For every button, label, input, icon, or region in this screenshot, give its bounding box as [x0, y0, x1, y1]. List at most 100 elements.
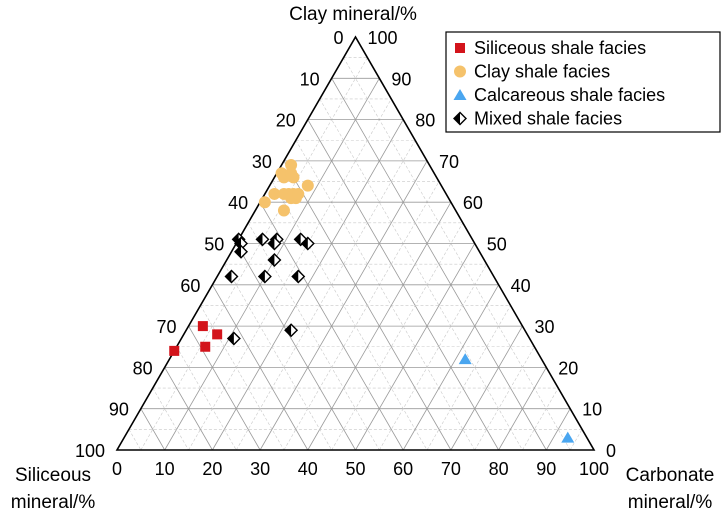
tick-label-bottom: 20 — [202, 459, 222, 479]
legend: Siliceous shale facies Clay shale facies C… — [445, 31, 721, 133]
point-siliceous — [197, 321, 208, 332]
tick-label-left: 90 — [109, 400, 129, 420]
grid-line-siliceous — [164, 367, 213, 451]
series-circle — [258, 159, 314, 217]
tick-label-left: 80 — [133, 358, 153, 378]
grid-line-carbonate — [402, 284, 499, 451]
point-clay — [268, 187, 281, 200]
grid-line-siliceous — [235, 243, 356, 451]
grid-line-siliceous — [128, 429, 142, 451]
grid-line-carbonate — [283, 181, 440, 451]
carbonate-axis-title-line1: Carbonate — [626, 465, 715, 486]
grid-line-siliceous — [140, 408, 166, 451]
point-mixed — [453, 111, 467, 126]
grid-line-carbonate — [545, 408, 571, 451]
tick-label-right: 10 — [582, 400, 602, 420]
point-calcareous — [453, 89, 467, 100]
legend-box — [445, 31, 721, 133]
tick-label-right: 0 — [606, 441, 616, 461]
tick-label-right: 90 — [391, 69, 411, 89]
tick-label-bottom: 100 — [579, 459, 609, 479]
grid-line-carbonate — [498, 367, 547, 451]
tick-label-bottom: 90 — [536, 459, 556, 479]
point-siliceous — [169, 345, 180, 356]
point-clay — [287, 171, 300, 184]
tick-label-bottom: 60 — [393, 459, 413, 479]
tick-label-bottom: 80 — [489, 459, 509, 479]
tick-label-bottom: 40 — [298, 459, 318, 479]
clay-axis-title: Clay mineral/% — [289, 4, 417, 25]
point-mixed — [267, 253, 282, 268]
tick-label-right: 50 — [487, 235, 507, 255]
grid-line-siliceous — [295, 140, 476, 451]
carbonate-axis-title-line2: mineral/% — [628, 492, 713, 513]
grid-line-carbonate — [331, 222, 464, 451]
tick-label-right: 60 — [463, 193, 483, 213]
point-clay — [292, 187, 305, 200]
grid-line-carbonate — [450, 325, 523, 451]
grid-line-siliceous — [212, 284, 309, 451]
series-diamond — [224, 232, 315, 346]
point-mixed — [284, 323, 299, 338]
point-clay — [285, 159, 298, 172]
grid-line-siliceous — [331, 78, 547, 451]
grid-line-carbonate — [474, 346, 535, 451]
tick-label-bottom: 0 — [112, 459, 122, 479]
tick-label-right: 20 — [558, 358, 578, 378]
grid-line-siliceous — [200, 305, 285, 451]
grid-line-carbonate — [569, 429, 583, 451]
tick-label-left: 50 — [204, 235, 224, 255]
legend-label: Clay shale facies — [474, 62, 610, 82]
data-points — [169, 159, 575, 443]
point-mixed — [291, 269, 306, 284]
grid-line-siliceous — [152, 387, 189, 451]
grid-line-siliceous — [224, 263, 332, 451]
point-mixed — [267, 236, 282, 251]
siliceous-axis-title-line1: Siliceous — [15, 465, 91, 486]
ternary-grid — [128, 57, 583, 451]
point-mixed — [234, 244, 249, 259]
grid-line-carbonate — [355, 243, 476, 451]
tick-label-left: 20 — [276, 111, 296, 131]
grid-line-siliceous — [319, 98, 523, 451]
tick-label-right: 40 — [511, 276, 531, 296]
point-mixed — [226, 331, 241, 346]
series-triangle — [458, 353, 575, 443]
point-clay — [301, 179, 314, 192]
grid-line-carbonate — [235, 140, 416, 451]
legend-label: Calcareous shale facies — [474, 85, 665, 105]
tick-label-left: 10 — [300, 69, 320, 89]
point-calcareous — [458, 353, 472, 365]
point-clay — [258, 196, 271, 209]
point-clay — [454, 65, 466, 78]
tick-label-left: 40 — [228, 193, 248, 213]
grid-line-siliceous — [176, 346, 237, 451]
grid-line-siliceous — [343, 57, 571, 451]
tick-label-right: 30 — [534, 317, 554, 337]
point-clay — [277, 204, 290, 217]
tick-label-bottom: 70 — [441, 459, 461, 479]
tick-label-right: 100 — [368, 28, 398, 48]
tick-label-left: 0 — [333, 28, 343, 48]
siliceous-axis-title-line2: mineral/% — [11, 492, 96, 513]
grid-line-siliceous — [271, 181, 428, 451]
point-mixed — [257, 269, 272, 284]
point-siliceous — [200, 341, 211, 352]
tick-label-left: 30 — [252, 152, 272, 172]
legend-label: Siliceous shale facies — [474, 38, 646, 58]
tick-label-left: 70 — [157, 317, 177, 337]
point-calcareous — [561, 431, 575, 443]
point-siliceous — [455, 43, 465, 53]
tick-label-right: 70 — [439, 152, 459, 172]
point-mixed — [224, 269, 239, 284]
tick-label-bottom: 50 — [345, 459, 365, 479]
point-mixed — [300, 236, 315, 251]
grid-line-siliceous — [247, 222, 380, 451]
grid-line-carbonate — [188, 98, 392, 451]
grid-line-carbonate — [522, 387, 559, 451]
tick-label-bottom: 10 — [155, 459, 175, 479]
tick-label-left: 60 — [180, 276, 200, 296]
tick-label-right: 80 — [415, 111, 435, 131]
